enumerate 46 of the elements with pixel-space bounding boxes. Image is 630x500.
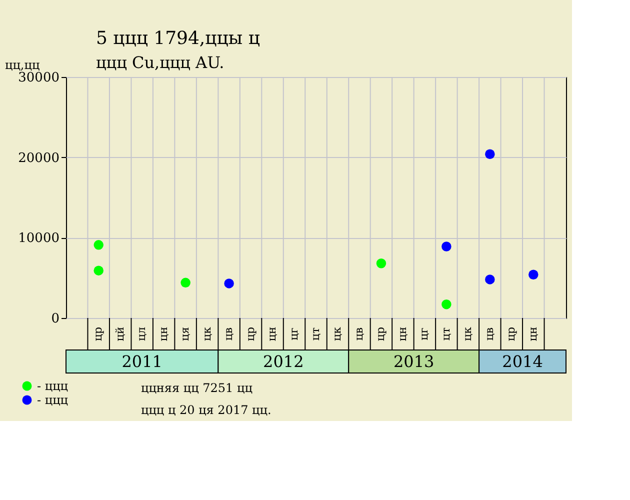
x-tick-label: цр: [244, 326, 257, 342]
x-tick-label: цн: [526, 326, 540, 342]
x-tick-label: цр: [374, 326, 388, 342]
point: [224, 278, 234, 288]
x-tick-label: цл: [135, 326, 148, 342]
text: ццняя цц 7251 цц: [141, 381, 253, 395]
text: ццц ц 20 ця 2017 цц.: [141, 403, 272, 417]
y-tick-label: 20000: [18, 150, 60, 166]
x-tick-label: ця: [178, 326, 192, 342]
point: [94, 240, 104, 250]
x-tick-label: цк: [200, 326, 214, 341]
x-tick-label: цн: [156, 326, 170, 342]
point: [485, 149, 495, 159]
y-axis-title: цц,цц: [5, 58, 40, 72]
point: [485, 274, 495, 284]
x-tick-label: цт: [439, 327, 452, 341]
x-tick-label: цк: [461, 326, 474, 341]
text: 2013: [393, 352, 434, 371]
point: [180, 278, 190, 288]
legend-label: - ццц: [37, 379, 68, 393]
x-tick-label: цв: [222, 327, 236, 341]
text: 2014: [502, 352, 543, 371]
x-tick-label: цв: [482, 327, 496, 341]
x-tick-label: цв: [352, 327, 366, 341]
text: 2012: [263, 352, 304, 371]
x-tick-label: цг: [287, 327, 300, 340]
y-tick-label: 30000: [18, 70, 60, 86]
point: [442, 299, 452, 310]
x-tick-label: цн: [396, 326, 409, 342]
x-tick-label: цк: [330, 326, 344, 341]
point: [376, 258, 386, 268]
y-tick-label: 0: [51, 312, 60, 326]
chart-subtitle: ццц Cu,ццц AU.: [96, 53, 224, 72]
point: [528, 270, 538, 280]
point: [94, 266, 104, 276]
x-tick-label: цг: [418, 327, 431, 340]
x-tick-label: цт: [309, 327, 322, 341]
y-tick-label: 10000: [18, 231, 60, 246]
point: [442, 242, 452, 252]
text: 2011: [122, 352, 162, 371]
chart-title: 5 ццц 1794,ццы ц: [96, 28, 260, 49]
legend-label: - ццц: [37, 393, 68, 407]
x-tick-label: цр: [504, 326, 518, 342]
x-tick-label: цн: [266, 326, 279, 342]
x-tick-label: цр: [92, 326, 105, 342]
x-tick-label: цй: [113, 326, 126, 342]
